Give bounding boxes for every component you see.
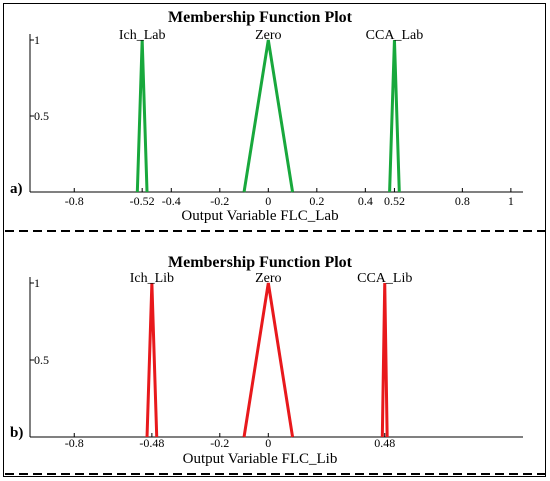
- membership-function-cca-lib: [380, 282, 389, 438]
- y-tick-label: 1: [34, 33, 40, 47]
- plot-panel-b: Membership Function Plot 0.5 1 -0.8 -0.48 -0.…: [5, 254, 545, 475]
- y-tick-label: 0.5: [34, 353, 49, 367]
- x-tick-label: -0.8: [65, 194, 84, 208]
- x-tick-label: 0.52: [384, 194, 405, 208]
- membership-function-cca-lab: [388, 39, 401, 193]
- membership-function-zero: [242, 282, 295, 438]
- plot-panel-a: Membership Function Plot 0.5 1 -0.8 -0.52 -0.…: [5, 9, 545, 232]
- x-tick-label: 0.2: [309, 194, 324, 208]
- x-tick-label: -0.52: [130, 194, 155, 208]
- figure-frame: [3, 3, 546, 477]
- x-tick-label: -0.48: [139, 436, 164, 450]
- chart-title: Membership Function Plot: [168, 9, 353, 26]
- membership-function-ich-lib: [145, 282, 159, 438]
- x-axis-label: Output Variable FLC_Lab: [181, 208, 338, 224]
- x-tick-label: 0: [265, 436, 271, 450]
- y-tick-label: 0.5: [34, 109, 49, 123]
- x-tick-label: 1: [508, 194, 514, 208]
- x-tick-label: 0: [265, 194, 271, 208]
- series-label: Ich_Lab: [119, 28, 166, 43]
- series-label: CCA_Lab: [366, 28, 424, 43]
- x-tick-label: 0.4: [358, 194, 373, 208]
- series-label: Zero: [255, 271, 281, 286]
- x-tick-label: -0.8: [65, 436, 84, 450]
- chart-title: Membership Function Plot: [168, 254, 353, 271]
- y-tick-label: 1: [34, 276, 40, 290]
- x-tick-label: -0.2: [210, 436, 229, 450]
- x-tick-label: 0.8: [455, 194, 470, 208]
- membership-function-zero: [242, 39, 295, 193]
- series-label: CCA_Lib: [357, 271, 412, 286]
- panel-label: b): [10, 425, 23, 441]
- series-label: Ich_Lib: [130, 271, 174, 286]
- panel-label: a): [10, 181, 23, 197]
- x-axis-label: Output Variable FLC_Lib: [183, 451, 338, 467]
- x-tick-label: -0.2: [210, 194, 229, 208]
- series-label: Zero: [255, 28, 281, 43]
- x-tick-label: -0.4: [162, 194, 181, 208]
- membership-function-ich-lab: [135, 39, 149, 193]
- x-tick-label: 0.48: [374, 436, 395, 450]
